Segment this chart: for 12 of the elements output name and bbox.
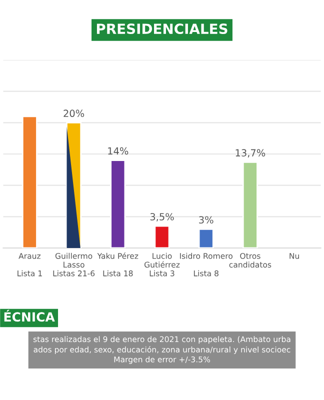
bar xyxy=(22,116,38,248)
data-label: 3% xyxy=(199,216,214,224)
bar xyxy=(242,161,258,248)
data-label: 20% xyxy=(64,110,84,118)
data-label: 13,7% xyxy=(236,149,266,158)
bar xyxy=(110,160,126,248)
data-label: 14% xyxy=(108,147,128,155)
text: ÉCNICA xyxy=(4,310,55,322)
bar xyxy=(154,225,170,248)
chart-title: PRESIDENCIALES xyxy=(96,24,228,34)
bar xyxy=(198,228,214,248)
data-label: 3,5% xyxy=(150,213,174,222)
